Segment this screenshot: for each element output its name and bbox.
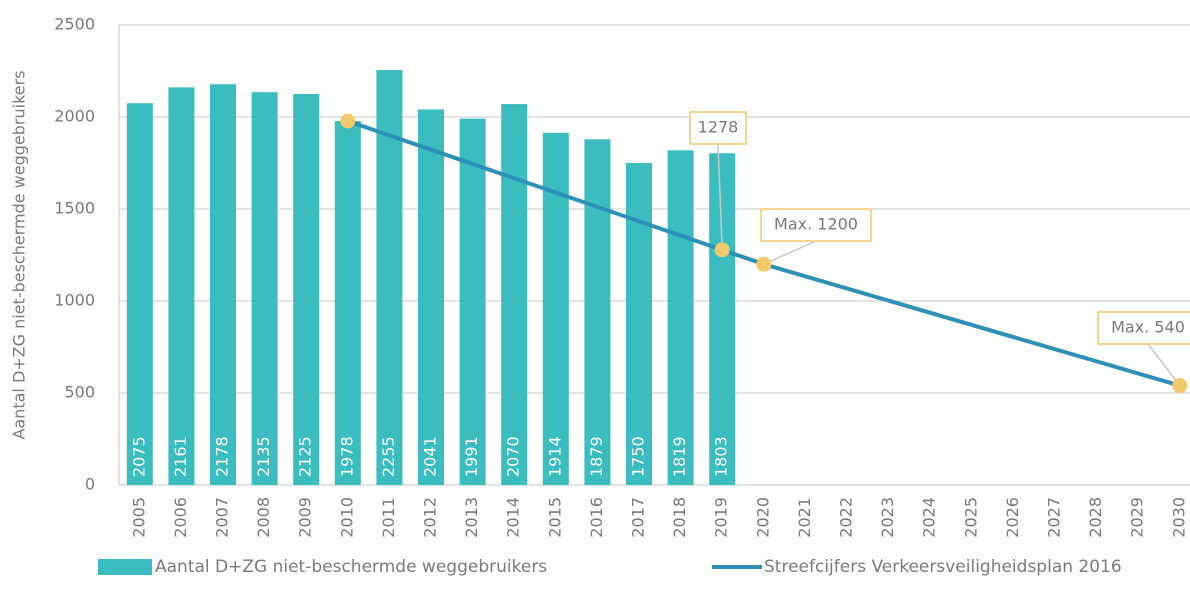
bar [126,103,153,485]
x-tick-label: 2020 [753,497,772,538]
y-tick-label: 500 [64,383,95,402]
x-tick-label: 2009 [296,497,315,538]
bar [709,153,736,486]
x-tick-label: 2017 [629,497,648,538]
y-tick-label: 1000 [54,291,95,310]
x-tick-label: 2027 [1045,497,1064,538]
bar-value-label: 1978 [337,436,356,477]
x-tick-label: 2029 [1128,497,1147,538]
bar-value-label: 2161 [171,436,190,477]
x-tick-label: 2007 [213,497,232,538]
bar [542,132,569,485]
bar-value-label: 1819 [670,436,689,477]
x-tick-label: 2030 [1169,497,1188,538]
y-tick-label: 0 [85,475,95,494]
label-box [689,111,747,145]
annotation: Max. 1200 [774,215,858,234]
x-tick-label: 2023 [878,497,897,538]
target-line [347,119,1181,388]
x-tick-label: 2015 [545,497,564,538]
bar-value-label: 1803 [712,436,731,477]
leader-line [717,143,723,250]
x-tick-label: 2006 [171,497,190,538]
marker [1172,378,1188,394]
x-tick-label: 2013 [462,497,481,538]
x-tick-label: 2012 [421,497,440,538]
x-tick-label: 2014 [504,497,523,538]
legend-swatch [98,559,152,575]
bar-value-label: 1914 [545,436,564,477]
x-tick-label: 2005 [129,497,148,538]
x-tick-label: 2025 [961,497,980,538]
bar-value-label: 1750 [629,436,648,477]
x-tick-label: 2010 [337,497,356,538]
x-tick-label: 2024 [920,497,939,538]
annotation: Max. 540 [1111,318,1185,337]
bar [334,121,361,485]
bar-value-label: 2070 [504,436,523,477]
legend-label: Streefcijfers Verkeersveiligheidsplan 20… [764,557,1122,577]
annotation: 1278 [698,118,739,137]
x-tick-label: 2019 [712,497,731,538]
x-tick-label: 2026 [1003,497,1022,538]
bar [459,118,486,485]
bar-value-label: 1879 [587,436,606,477]
x-tick-label: 2021 [795,497,814,538]
bar [418,109,444,486]
leader-line [763,240,817,265]
legend-label: Aantal D+ZG niet-beschermde weggebruiker… [155,557,547,577]
bar [168,87,195,485]
marker [756,256,772,272]
bar-value-label: 2041 [421,436,440,477]
x-tick-label: 2016 [587,497,606,538]
y-axis-title: Aantal D+ZG niet-beschermde weggebruiker… [10,70,29,439]
label-box [1097,311,1190,345]
x-tick-label: 2022 [837,497,856,538]
bar [667,150,694,485]
marker [714,242,730,258]
bar-value-label: 2075 [129,436,148,477]
x-tick-label: 2011 [379,497,398,538]
y-tick-label: 1500 [54,199,95,218]
bar-value-label: 1991 [462,436,481,477]
bar-value-label: 2125 [296,436,315,477]
y-tick-label: 2000 [54,107,95,126]
marker [340,113,356,129]
bar [210,84,236,486]
bar-value-label: 2135 [254,436,273,477]
bar [251,92,278,485]
bar-value-label: 2255 [379,436,398,477]
x-tick-label: 2028 [1086,497,1105,538]
bar [293,94,320,485]
x-tick-label: 2008 [254,497,273,538]
bar [584,139,611,486]
x-tick-label: 2018 [670,497,689,538]
leader-line [1147,343,1181,387]
label-box [760,208,872,242]
bar [501,104,528,486]
bar-value-label: 2178 [213,436,232,477]
y-tick-label: 2500 [54,15,95,34]
